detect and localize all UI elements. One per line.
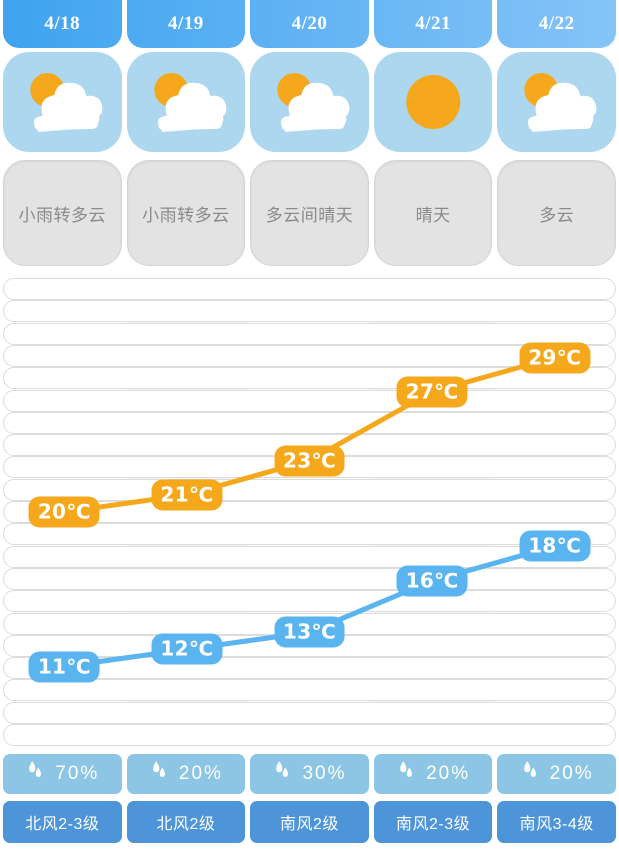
sun-behind-cloud-icon: [497, 52, 616, 152]
wind-label: 南风2级: [280, 816, 339, 833]
humidity-row: 70% 20% 30% 20% 20%: [0, 754, 619, 796]
temperature-chart: 20℃ 21℃ 23℃ 27℃ 29℃ 11℃ 12℃ 13℃ 16℃ 18℃: [3, 278, 616, 746]
wind-label: 南风2-3级: [396, 816, 471, 833]
sun-behind-cloud-icon: [250, 52, 369, 152]
weather-icon-cell: [497, 52, 616, 152]
chart-gridline: [3, 278, 616, 300]
weather-description-cell: 小雨转多云: [3, 160, 122, 266]
weather-description-label: 多云间晴天: [265, 205, 354, 225]
humidity-value: 70%: [55, 763, 100, 784]
humidity-value: 30%: [302, 763, 347, 784]
humidity-cell: 20%: [126, 754, 246, 794]
date-header-cell[interactable]: 4/19: [126, 0, 246, 48]
date-label: 4/22: [538, 13, 575, 34]
wind-cell: 南风3-4级: [497, 801, 616, 843]
temperature-label-low: 13℃: [274, 616, 345, 648]
wind-row: 北风2-3级 北风2级 南风2级 南风2-3级 南风3-4级: [0, 801, 619, 845]
date-label: 4/20: [291, 13, 328, 34]
weather-description-label: 小雨转多云: [142, 205, 230, 225]
weather-icon-cell: [373, 52, 493, 152]
date-header-row: 4/18 4/19 4/20 4/21 4/22: [0, 0, 619, 48]
weather-icon-cell: [3, 52, 122, 152]
temperature-label-low: 16℃: [396, 565, 468, 597]
temperature-label-low: 11℃: [28, 651, 100, 682]
wind-cell: 北风2-3级: [3, 801, 122, 843]
weather-description-label: 晴天: [415, 205, 451, 225]
chart-gridline: [3, 300, 616, 323]
chart-gridline: [3, 545, 616, 568]
wind-cell: 南风2-3级: [373, 801, 493, 843]
wind-label: 北风2-3级: [25, 816, 100, 833]
temperature-label-high: 20℃: [28, 496, 100, 528]
date-header-cell[interactable]: 4/20: [250, 0, 369, 48]
temperature-label-low: 12℃: [151, 633, 223, 665]
weather-description-label: 小雨转多云: [18, 205, 107, 225]
date-header-cell[interactable]: 4/22: [497, 0, 616, 48]
sun-behind-cloud-icon: [3, 52, 122, 152]
wind-cell: 北风2级: [126, 801, 246, 843]
humidity-cell: 30%: [250, 754, 369, 794]
weather-description-cell: 多云: [497, 160, 616, 266]
sun-behind-cloud-icon: [127, 52, 246, 152]
weather-description-cell: 小雨转多云: [126, 160, 246, 266]
wind-label: 北风2级: [156, 816, 216, 833]
raindrop-icon: [25, 760, 46, 788]
humidity-cell: 20%: [497, 754, 616, 794]
weather-description-row: 小雨转多云 小雨转多云 多云间晴天 晴天 多云: [0, 160, 619, 270]
wind-label: 南风3-4级: [519, 816, 594, 833]
weather-description-cell: 晴天: [373, 160, 493, 266]
humidity-value: 20%: [426, 763, 471, 784]
chart-gridline: [3, 523, 616, 546]
date-label: 4/21: [415, 13, 451, 34]
chart-gridline: [3, 322, 616, 345]
raindrop-icon: [520, 760, 541, 788]
chart-gridline: [3, 724, 616, 746]
wind-cell: 南风2级: [250, 801, 369, 843]
weather-icon-cell: [250, 52, 369, 152]
raindrop-icon: [396, 760, 417, 788]
weather-description-label: 多云: [539, 205, 575, 225]
humidity-value: 20%: [549, 763, 594, 784]
humidity-value: 20%: [178, 763, 223, 784]
weather-description-cell: 多云间晴天: [250, 160, 369, 266]
temperature-label-high: 29℃: [519, 342, 591, 373]
date-label: 4/18: [44, 13, 81, 34]
date-header-cell[interactable]: 4/21: [373, 0, 493, 48]
weather-icon-cell: [126, 52, 246, 152]
humidity-cell: 20%: [373, 754, 493, 794]
raindrop-icon: [149, 760, 170, 788]
raindrop-icon: [272, 760, 293, 788]
temperature-label-low: 18℃: [519, 530, 591, 562]
date-header-cell[interactable]: 4/18: [3, 0, 122, 48]
chart-gridline: [3, 344, 616, 367]
temperature-label-high: 27℃: [396, 376, 468, 408]
chart-series-line-high: [61, 355, 558, 515]
sun-icon: [374, 52, 493, 152]
chart-gridline: [3, 411, 616, 434]
weather-icon-row: [0, 52, 619, 154]
humidity-cell: 70%: [3, 754, 122, 794]
date-label: 4/19: [168, 13, 204, 34]
temperature-label-high: 23℃: [274, 445, 345, 476]
temperature-label-high: 21℃: [151, 479, 223, 511]
chart-gridline: [3, 701, 616, 724]
chart-series-line-low: [61, 543, 558, 669]
chart-gridline: [3, 590, 616, 613]
chart-gridline: [3, 679, 616, 702]
